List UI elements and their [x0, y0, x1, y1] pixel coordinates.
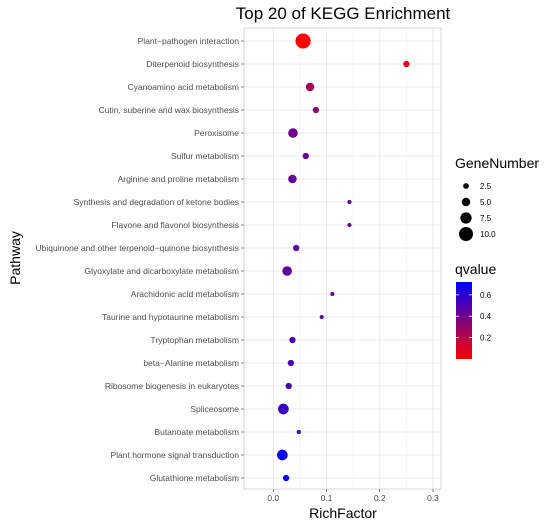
data-point [288, 174, 297, 184]
data-point [282, 266, 292, 276]
y-tick-label: Cutin, suberine and wax biosynthesis [99, 105, 239, 115]
y-tick-label: Glutathione metabolism [150, 473, 239, 483]
y-tick-label: Plant hormone signal transduction [110, 450, 239, 460]
data-point [302, 152, 309, 160]
y-tick-label: Tryptophan metabolism [150, 335, 239, 345]
y-tick-label: Ribosome biogenesis in eukaryotes [105, 381, 239, 391]
x-tick-label: 0.2 [374, 493, 386, 503]
data-point [278, 403, 289, 415]
data-point [276, 449, 288, 461]
gridlines [244, 28, 441, 489]
data-point [293, 244, 300, 252]
data-point [330, 291, 335, 297]
size-legend-label: 7.5 [480, 214, 492, 223]
data-point [289, 336, 296, 344]
x-axis-title: RichFactor [309, 505, 377, 521]
y-tick-label: Arginine and proline metabolism [118, 174, 239, 184]
data-point [287, 359, 295, 367]
y-axis-title: Pathway [7, 231, 23, 285]
size-legend-title: GeneNumber [455, 155, 539, 171]
y-tick-label: Taurine and hypotaurine metabolism [102, 312, 239, 322]
y-tick-label: Diterpenoid biosynthesis [146, 59, 239, 69]
data-point [319, 314, 324, 320]
y-tick-label: Spliceosome [190, 404, 239, 414]
y-tick-label: Arachidonic acid metabolism [131, 289, 239, 299]
y-tick-label: Ubiquinone and other terpenoid−quinone b… [36, 243, 239, 253]
y-tick-label: Plant−pathogen interaction [138, 36, 240, 46]
size-legend-label: 10.0 [480, 230, 496, 239]
size-legend-key [461, 197, 471, 207]
y-tick-label: Flavone and flavonol biosynthesis [111, 220, 239, 230]
size-legend-label: 5.0 [480, 198, 492, 207]
size-legend: GeneNumber 2.5 5.0 7.5 10.0 [455, 155, 539, 241]
color-legend: qvalue 0.2 0.4 0.6 [455, 261, 496, 359]
size-legend-key [463, 183, 469, 189]
data-point [282, 474, 290, 482]
qvalue-colorbar [456, 282, 472, 359]
colorbar-tick-label: 0.2 [480, 334, 492, 343]
x-tick-label: 0.0 [267, 493, 279, 503]
y-tick-label: beta−Alanine metabolism [143, 358, 239, 368]
chart-title: Top 20 of KEGG Enrichment [236, 4, 451, 23]
color-legend-title: qvalue [455, 261, 496, 277]
y-tick-label: Butanoate metabolism [154, 427, 239, 437]
size-legend-label: 2.5 [480, 182, 492, 191]
data-point [312, 106, 320, 114]
plot-panel [243, 27, 442, 490]
data-point [295, 33, 311, 49]
y-tick-label: Glyoxylate and dicarboxylate metabolism [85, 266, 240, 276]
data-point [305, 82, 315, 92]
x-tick-label: 0.1 [321, 493, 333, 503]
colorbar-tick-label: 0.4 [480, 312, 492, 321]
size-legend-key [459, 227, 473, 241]
x-axis: 0.0 0.1 0.2 0.3 [267, 489, 439, 503]
y-tick-label: Cyanoamino acid metabolism [128, 82, 240, 92]
data-point [285, 382, 292, 390]
y-axis: Plant−pathogen interaction Diterpenoid bi… [36, 36, 244, 483]
x-tick-label: 0.3 [427, 493, 439, 503]
y-tick-label: Sulfur metabolism [171, 151, 239, 161]
data-point [296, 429, 301, 435]
data-point [403, 60, 410, 68]
data-point [347, 199, 352, 205]
y-tick-label: Synthesis and degradation of ketone bodi… [74, 197, 239, 207]
y-tick-label: Peroxisome [194, 128, 239, 138]
size-legend-key [460, 212, 472, 224]
colorbar-tick-label: 0.6 [480, 291, 492, 300]
data-point [347, 222, 352, 228]
data-points [276, 33, 410, 482]
data-point [288, 128, 298, 138]
